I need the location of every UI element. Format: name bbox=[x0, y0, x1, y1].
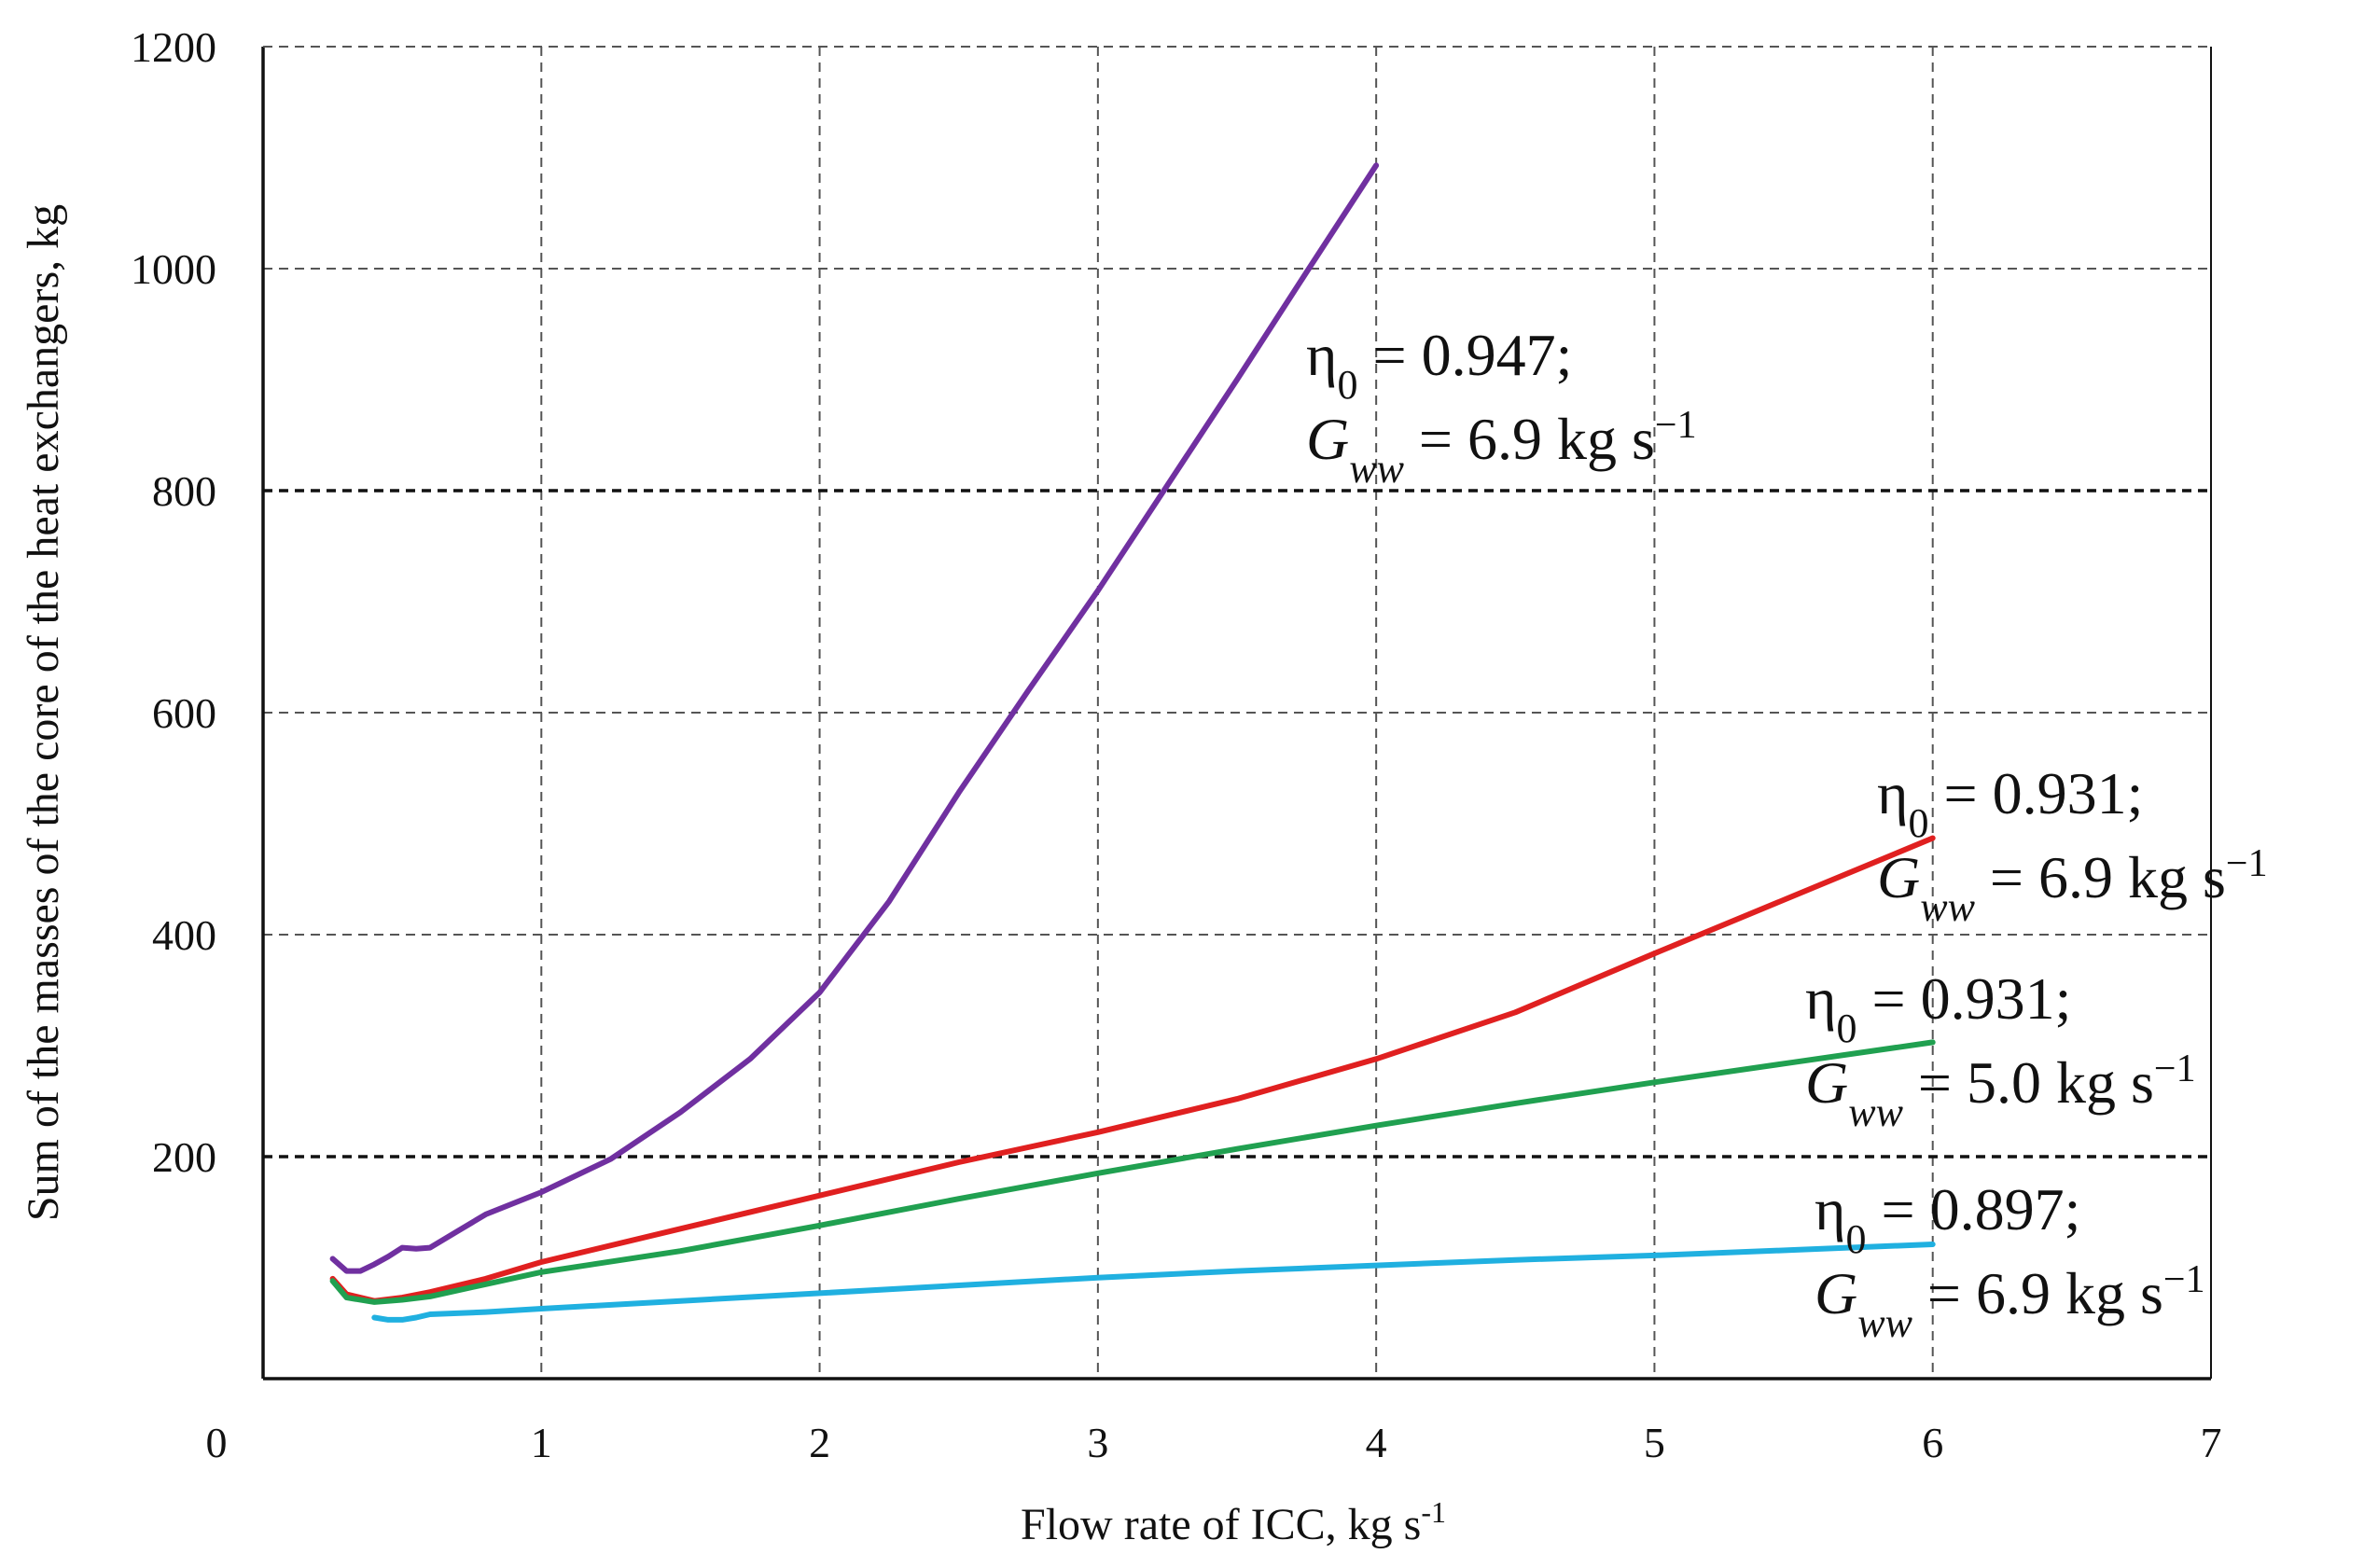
x-tick-labels: 0 1 2 3 4 5 6 7 bbox=[206, 1419, 2222, 1466]
eta-symbol: η bbox=[1877, 760, 1908, 826]
x-axis-title: Flow rate of ICC, kg s-1 bbox=[1021, 1495, 1446, 1549]
g-superscript: −1 bbox=[2154, 1048, 2196, 1090]
series-group bbox=[329, 162, 1936, 1323]
series-line-4 bbox=[371, 1242, 1936, 1323]
annotation-flow: Gww = 6.9 kg s−1 bbox=[1815, 1258, 2205, 1346]
series-annotation-1: η0 = 0.947;Gww = 6.9 kg s−1 bbox=[1306, 322, 1697, 492]
g-subscript: ww bbox=[1857, 1300, 1912, 1346]
x-tick-label: 1 bbox=[531, 1419, 552, 1466]
grid-lines bbox=[263, 47, 2211, 1379]
x-axis-title-text: Flow rate of ICC, kg s bbox=[1021, 1500, 1421, 1549]
series-line-3 bbox=[329, 1039, 1936, 1305]
x-tick-label: 6 bbox=[1922, 1419, 1943, 1466]
g-symbol: G bbox=[1306, 406, 1349, 472]
y-tick-label: 600 bbox=[152, 689, 216, 737]
annotation-flow: Gww = 6.9 kg s−1 bbox=[1306, 404, 1697, 492]
eta-subscript: 0 bbox=[1908, 800, 1928, 846]
annotation-group: η0 = 0.947;Gww = 6.9 kg s−1η0 = 0.931;Gw… bbox=[1306, 322, 2268, 1346]
g-value: = 6.9 kg s bbox=[1975, 844, 2226, 910]
x-tick-label: 2 bbox=[809, 1419, 830, 1466]
g-subscript: ww bbox=[1349, 446, 1404, 492]
g-symbol: G bbox=[1815, 1260, 1857, 1326]
eta-subscript: 0 bbox=[1836, 1006, 1856, 1051]
g-superscript: −1 bbox=[2226, 842, 2268, 885]
x-tick-label: 0 bbox=[206, 1419, 228, 1466]
x-axis-title-sup: -1 bbox=[1421, 1495, 1446, 1529]
eta-value: = 0.897; bbox=[1866, 1176, 2080, 1242]
g-value: = 6.9 kg s bbox=[1912, 1260, 2163, 1326]
y-tick-label: 1200 bbox=[131, 23, 216, 71]
g-value: = 6.9 kg s bbox=[1404, 406, 1655, 472]
annotation-flow: Gww = 6.9 kg s−1 bbox=[1877, 842, 2268, 930]
x-tick-label: 7 bbox=[2201, 1419, 2222, 1466]
y-tick-label: 200 bbox=[152, 1133, 216, 1181]
eta-symbol: η bbox=[1805, 965, 1836, 1032]
annotation-eta: η0 = 0.931; bbox=[1805, 965, 2071, 1051]
g-symbol: G bbox=[1877, 844, 1920, 910]
x-tick-label: 3 bbox=[1087, 1419, 1108, 1466]
eta-value: = 0.947; bbox=[1357, 322, 1572, 388]
y-axis-title: Sum of the masses of the core of the hea… bbox=[19, 204, 68, 1221]
y-tick-labels: 1200 1000 800 600 400 200 bbox=[131, 23, 216, 1181]
g-superscript: −1 bbox=[2163, 1258, 2205, 1301]
series-line-2 bbox=[329, 835, 1936, 1304]
y-tick-label: 1000 bbox=[131, 245, 216, 293]
annotation-eta: η0 = 0.897; bbox=[1815, 1176, 2080, 1262]
annotation-eta: η0 = 0.947; bbox=[1306, 322, 1572, 408]
g-symbol: G bbox=[1805, 1049, 1848, 1116]
eta-subscript: 0 bbox=[1337, 362, 1357, 408]
y-tick-label: 400 bbox=[152, 911, 216, 959]
series-annotation-2: η0 = 0.931;Gww = 6.9 kg s−1 bbox=[1877, 760, 2268, 930]
y-tick-label: 800 bbox=[152, 467, 216, 515]
annotation-flow: Gww = 5.0 kg s−1 bbox=[1805, 1048, 2196, 1135]
series-line-1 bbox=[329, 162, 1380, 1274]
eta-symbol: η bbox=[1815, 1176, 1845, 1242]
g-value: = 5.0 kg s bbox=[1903, 1049, 2154, 1116]
g-subscript: ww bbox=[1920, 884, 1975, 930]
series-annotation-4: η0 = 0.897;Gww = 6.9 kg s−1 bbox=[1815, 1176, 2205, 1346]
eta-subscript: 0 bbox=[1845, 1216, 1866, 1262]
eta-value: = 0.931; bbox=[1928, 760, 2143, 826]
annotation-eta: η0 = 0.931; bbox=[1877, 760, 2143, 846]
g-subscript: ww bbox=[1848, 1089, 1903, 1135]
x-tick-label: 5 bbox=[1644, 1419, 1665, 1466]
x-tick-label: 4 bbox=[1366, 1419, 1387, 1466]
eta-symbol: η bbox=[1306, 322, 1337, 388]
eta-value: = 0.931; bbox=[1856, 965, 2071, 1032]
g-superscript: −1 bbox=[1655, 404, 1697, 447]
series-annotation-3: η0 = 0.931;Gww = 5.0 kg s−1 bbox=[1805, 965, 2196, 1135]
